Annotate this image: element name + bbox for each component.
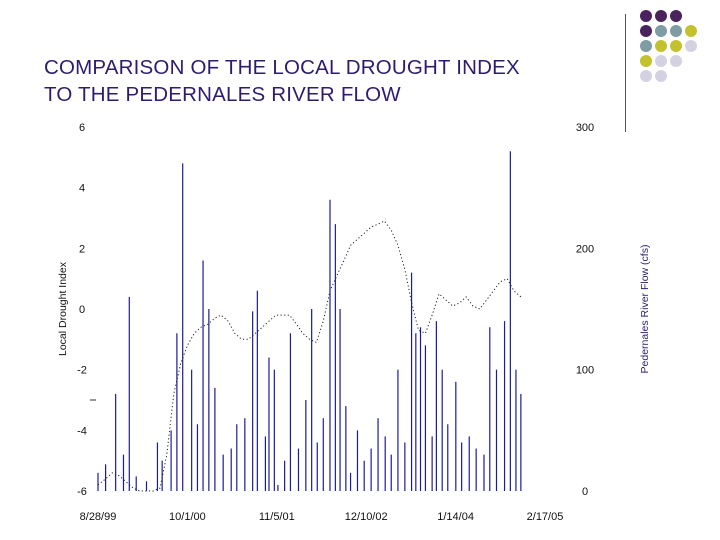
decor-dot-slate xyxy=(655,25,667,37)
x-tick-label: 12/10/02 xyxy=(345,511,388,523)
left-tick-label: 4 xyxy=(79,183,85,195)
decor-dot-olive xyxy=(655,40,667,52)
decor-dot-purple xyxy=(640,25,652,37)
decor-dot-lavender xyxy=(640,70,652,82)
x-tick-label: 1/14/04 xyxy=(437,511,474,523)
x-tick-label: 10/1/00 xyxy=(169,511,206,523)
decor-dot-olive xyxy=(685,25,697,37)
decor-dot-lavender xyxy=(655,55,667,67)
decor-dot-lavender xyxy=(685,40,697,52)
decor-dot-slate xyxy=(640,40,652,52)
decor-dot-olive xyxy=(640,55,652,67)
left-tick-label: 2 xyxy=(79,243,85,255)
title-line-1: COMPARISON OF THE LOCAL DROUGHT INDEX xyxy=(44,56,520,79)
right-tick-label: 100 xyxy=(576,365,594,377)
decorative-dot-grid xyxy=(640,10,720,120)
decor-dot-slate xyxy=(670,25,682,37)
right-tick-label: 0 xyxy=(582,486,588,498)
right-tick-label: 300 xyxy=(576,122,594,134)
drought-index-line xyxy=(97,220,522,492)
decor-dot-olive xyxy=(670,40,682,52)
left-tick-label: -4 xyxy=(77,425,87,437)
left-tick-label: -2 xyxy=(77,365,87,377)
right-axis-label: Pedernales River Flow (cfs) xyxy=(639,245,651,374)
decor-dot-lavender xyxy=(670,55,682,67)
x-tick-label: 2/17/05 xyxy=(527,511,564,523)
header-divider xyxy=(625,14,626,132)
x-tick-label: 11/5/01 xyxy=(259,511,295,523)
left-tick-label: 6 xyxy=(79,122,85,134)
left-tick-label: 0 xyxy=(79,304,85,316)
decor-dot-purple xyxy=(655,10,667,22)
decor-dot-lavender xyxy=(655,70,667,82)
left-tick-label: -6 xyxy=(77,486,87,498)
title-line-2: TO THE PEDERNALES RIVER FLOW xyxy=(44,83,401,106)
decor-dot-purple xyxy=(670,10,682,22)
left-axis-label: Local Drought Index xyxy=(57,261,69,356)
decor-dot-purple xyxy=(640,10,652,22)
right-tick-label: 200 xyxy=(576,243,594,255)
x-tick-label: 8/28/99 xyxy=(80,511,117,523)
page-title: COMPARISON OF THE LOCAL DROUGHT INDEX TO… xyxy=(44,54,624,108)
